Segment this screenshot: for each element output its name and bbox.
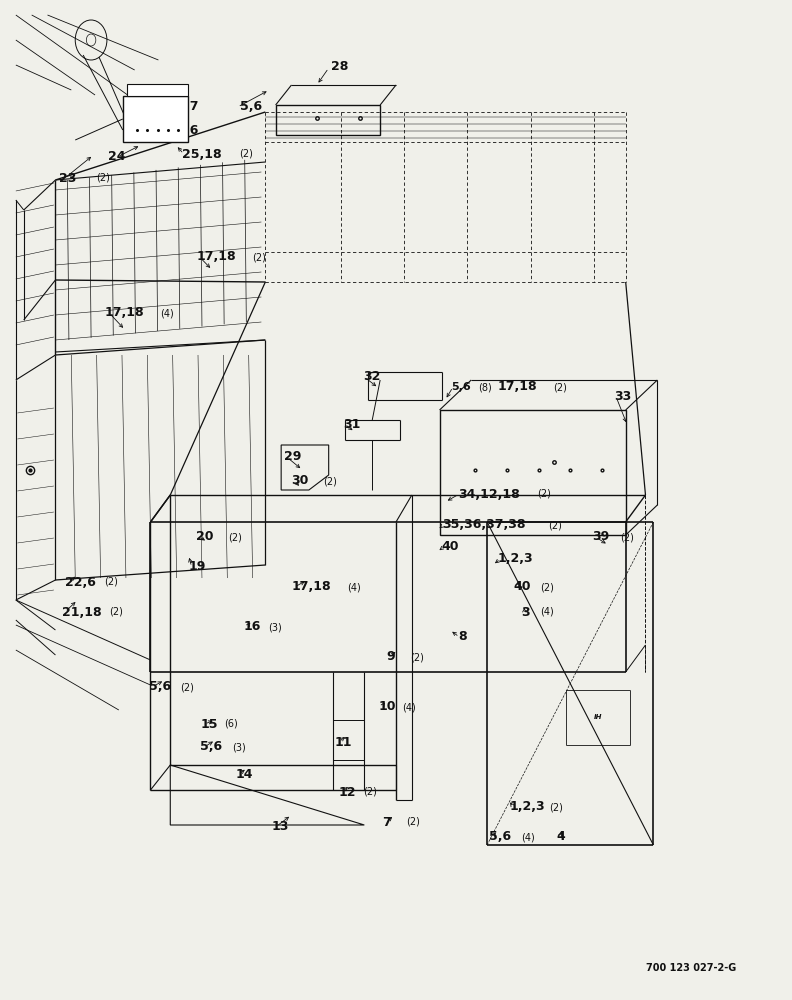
Text: 16: 16 <box>244 620 261 634</box>
Text: 10: 10 <box>379 700 396 714</box>
Text: 12: 12 <box>339 786 356 798</box>
Text: (2): (2) <box>548 520 562 530</box>
Text: 23: 23 <box>59 172 77 184</box>
Text: 20: 20 <box>196 530 214 544</box>
Text: 19: 19 <box>188 560 206 574</box>
Text: 5,6: 5,6 <box>200 740 223 754</box>
Text: 40: 40 <box>513 580 531 593</box>
Text: (4): (4) <box>160 308 173 318</box>
Text: 1,2,3: 1,2,3 <box>509 800 545 814</box>
Text: 40: 40 <box>442 540 459 554</box>
Text: 35,36,37,38: 35,36,37,38 <box>442 518 525 532</box>
Text: (2): (2) <box>105 577 119 587</box>
Bar <box>123 96 188 142</box>
Text: 34,12,18: 34,12,18 <box>458 488 520 500</box>
Text: (4): (4) <box>540 607 554 617</box>
Text: 27: 27 <box>181 101 198 113</box>
Text: 1,2,3: 1,2,3 <box>497 552 533 566</box>
Text: (6): (6) <box>224 719 238 729</box>
Text: 700 123 027-2-G: 700 123 027-2-G <box>646 963 737 973</box>
Text: 3: 3 <box>521 605 530 618</box>
Text: 32: 32 <box>363 370 380 383</box>
Text: 5,6: 5,6 <box>451 382 471 392</box>
Text: 31: 31 <box>343 418 360 430</box>
Text: 5,6: 5,6 <box>489 830 512 844</box>
Text: 14: 14 <box>236 768 253 780</box>
Text: IH: IH <box>594 714 602 720</box>
Text: 17,18: 17,18 <box>497 380 537 393</box>
Text: 25,18: 25,18 <box>182 147 222 160</box>
Text: 39: 39 <box>592 530 610 544</box>
Text: 15: 15 <box>200 718 218 730</box>
Text: (3): (3) <box>268 622 281 632</box>
Text: (4): (4) <box>402 702 416 712</box>
Text: 21,18: 21,18 <box>62 605 101 618</box>
Text: 22,6: 22,6 <box>65 576 96 588</box>
Text: (2): (2) <box>549 802 563 812</box>
Text: 33: 33 <box>615 390 632 403</box>
Text: (2): (2) <box>323 476 337 486</box>
Text: 8: 8 <box>458 631 466 644</box>
Text: (2): (2) <box>97 173 111 183</box>
Text: 26: 26 <box>181 124 198 137</box>
Text: 24: 24 <box>108 150 125 163</box>
Text: (2): (2) <box>553 382 567 392</box>
Text: 28: 28 <box>331 60 348 74</box>
Text: (2): (2) <box>410 652 425 662</box>
Text: 17,18: 17,18 <box>105 306 144 320</box>
Text: 29: 29 <box>284 450 301 464</box>
Text: 17,18: 17,18 <box>196 250 236 263</box>
Bar <box>127 84 188 96</box>
Text: (3): (3) <box>232 742 246 752</box>
Text: (2): (2) <box>239 149 253 159</box>
Text: 4: 4 <box>557 830 565 844</box>
Text: (8): (8) <box>478 382 492 392</box>
Text: 7: 7 <box>383 816 391 828</box>
Text: 9: 9 <box>386 650 395 664</box>
Text: 11: 11 <box>335 736 352 748</box>
Text: (2): (2) <box>363 787 377 797</box>
Text: (2): (2) <box>620 532 634 542</box>
Text: 5,6: 5,6 <box>149 680 171 694</box>
Text: (2): (2) <box>537 489 551 499</box>
Text: (2): (2) <box>109 607 124 617</box>
Text: (2): (2) <box>406 817 421 827</box>
Text: 30: 30 <box>291 475 309 488</box>
Text: 13: 13 <box>272 820 289 834</box>
Text: 17,18: 17,18 <box>291 580 331 593</box>
Text: (2): (2) <box>252 252 266 262</box>
Text: (4): (4) <box>521 832 535 842</box>
Text: 5,6: 5,6 <box>240 101 262 113</box>
Text: (2): (2) <box>540 582 554 592</box>
Text: (2): (2) <box>181 682 195 692</box>
Text: (4): (4) <box>347 582 360 592</box>
Text: (2): (2) <box>228 532 242 542</box>
